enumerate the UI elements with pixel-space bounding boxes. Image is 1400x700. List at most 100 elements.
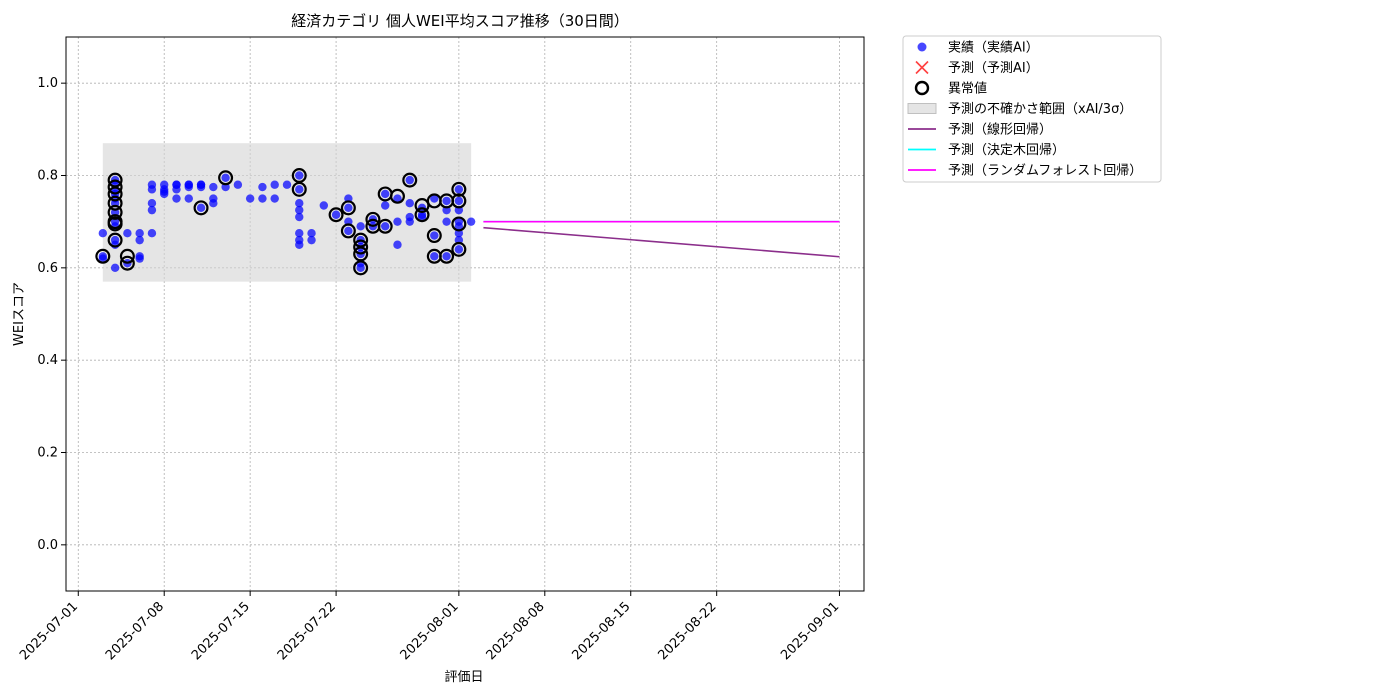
actual-point: [430, 231, 439, 240]
anomaly-ring: [340, 200, 356, 216]
actual-point: [270, 194, 279, 203]
actual-point: [196, 203, 206, 213]
anomaly-rings-layer: [95, 168, 467, 276]
legend-marker-anomaly: [914, 80, 930, 96]
actual-point: [209, 199, 218, 208]
anomaly-ring: [439, 248, 455, 264]
actual-points-layer: [98, 171, 476, 273]
y-tick-label: 0.8: [37, 169, 58, 184]
actual-point: [196, 180, 206, 189]
anomaly-ring: [218, 170, 234, 186]
actual-point: [381, 201, 390, 210]
legend-frame: [902, 35, 1162, 183]
x-tick-label: 2025-08-08: [484, 599, 548, 663]
anomaly-ring: [119, 248, 135, 264]
anomaly-ring: [328, 207, 344, 223]
actual-point: [442, 217, 451, 226]
actual-point: [270, 180, 279, 189]
anomaly-ring: [451, 241, 467, 257]
actual-point: [209, 182, 218, 192]
anomaly-ring: [365, 211, 381, 227]
grid-lines: [66, 37, 864, 591]
anomaly-ring: [107, 179, 123, 195]
anomaly-ring: [291, 181, 307, 197]
legend-label: 予測（決定木回帰）: [948, 142, 1065, 158]
actual-point: [233, 180, 243, 189]
y-tick-label: 1.0: [37, 76, 58, 91]
legend-label: 予測の不確かさ範囲（xAI/3σ）: [948, 101, 1132, 117]
legend-marker-forecast: [915, 60, 929, 75]
actual-point: [110, 263, 120, 273]
anomaly-ring: [95, 248, 111, 264]
actual-point: [381, 222, 390, 231]
actual-point: [295, 185, 304, 194]
y-tick-label: 0.0: [37, 538, 58, 553]
y-tick-label: 0.6: [37, 261, 58, 276]
actual-point: [307, 229, 316, 238]
actual-point: [184, 194, 193, 203]
legend-label: 異常値: [948, 81, 987, 97]
forecast-line: [483, 226, 840, 258]
anomaly-ring: [107, 232, 123, 248]
actual-point: [454, 185, 464, 194]
actual-point: [295, 229, 304, 238]
actual-point: [430, 194, 439, 203]
actual-point: [454, 222, 464, 231]
legend-label: 予測（線形回帰）: [948, 122, 1052, 138]
anomaly-ring: [340, 223, 356, 239]
actual-point: [147, 199, 157, 208]
actual-point: [319, 201, 329, 210]
actual-point: [454, 245, 464, 254]
actual-point: [147, 185, 157, 194]
actual-point: [184, 180, 193, 189]
x-tick-label: 2025-07-22: [275, 599, 339, 663]
actual-point: [307, 235, 316, 245]
y-axis-title: WEIスコア: [12, 282, 27, 346]
actual-point: [172, 194, 181, 203]
actual-point: [295, 171, 304, 180]
anomaly-ring: [193, 200, 209, 216]
actual-point: [356, 263, 365, 273]
actual-point: [98, 229, 108, 238]
actual-point: [344, 226, 353, 236]
actual-point: [454, 196, 464, 206]
actual-point: [135, 229, 144, 238]
actual-point: [442, 252, 451, 261]
x-axis-title: 評価日: [444, 670, 483, 685]
x-tick-label: 2025-07-01: [17, 599, 81, 663]
actual-point: [405, 199, 414, 208]
actual-point: [430, 252, 439, 261]
actual-point: [135, 235, 144, 245]
actual-point: [258, 182, 267, 192]
actual-point: [282, 180, 292, 189]
actual-point: [295, 212, 304, 222]
actual-point: [344, 203, 353, 213]
anomaly-ring: [426, 228, 442, 244]
actual-point: [135, 254, 144, 263]
anomaly-ring: [353, 260, 369, 276]
anomaly-ring: [107, 204, 123, 220]
y-axis-ticks: 0.0 0.2 0.4 0.6 0.8 1.0: [37, 76, 66, 553]
forecast-lines-layer: [483, 220, 840, 258]
anomaly-ring: [451, 181, 467, 197]
anomaly-ring: [451, 193, 467, 209]
anomaly-ring: [389, 188, 405, 204]
anomaly-ring: [119, 255, 135, 271]
actual-point: [295, 240, 304, 249]
legend-marker-actual: [917, 42, 927, 52]
legend-label: 予測（予測AI）: [948, 61, 1039, 76]
anomaly-ring: [402, 172, 418, 188]
x-tick-label: 2025-09-01: [778, 599, 842, 663]
anomaly-ring: [414, 207, 430, 223]
actual-point: [393, 240, 402, 249]
actual-point: [405, 217, 414, 226]
actual-point: [258, 194, 267, 203]
uncertainty-band-layer: [102, 143, 472, 282]
actual-point: [172, 185, 181, 194]
y-tick-label: 0.2: [37, 446, 58, 461]
actual-point: [123, 229, 132, 238]
actual-point: [245, 194, 255, 203]
actual-point: [405, 175, 414, 185]
actual-point: [331, 210, 341, 219]
anomaly-ring: [107, 195, 123, 211]
